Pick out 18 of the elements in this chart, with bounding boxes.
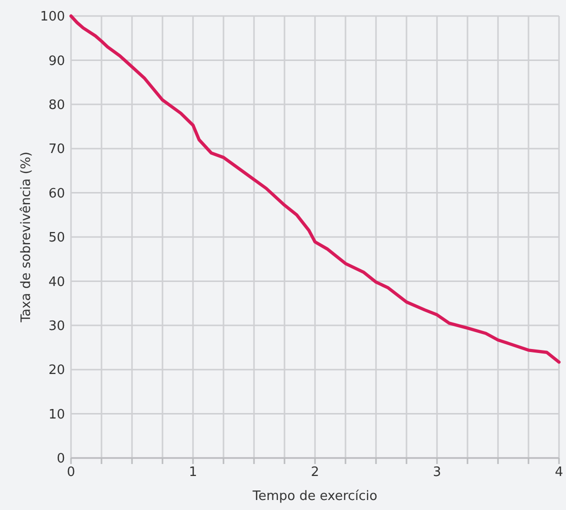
y-tick-label: 30 <box>48 318 65 334</box>
y-tick-label: 50 <box>48 230 65 246</box>
x-tick-label: 3 <box>432 465 442 480</box>
y-tick-label: 0 <box>56 452 65 467</box>
y-tick-label: 40 <box>48 274 65 290</box>
y-tick-label: 90 <box>48 54 65 69</box>
y-tick-label: 10 <box>48 407 65 422</box>
y-tick-label: 70 <box>48 142 65 158</box>
y-tick-label: 80 <box>48 98 65 113</box>
y-tick-label: 20 <box>48 363 65 378</box>
x-axis-title: Tempo de exercício <box>252 489 378 504</box>
x-tick-label: 2 <box>310 465 320 480</box>
x-tick-label: 1 <box>188 465 198 480</box>
x-tick-label: 0 <box>66 465 76 480</box>
x-tick-label: 4 <box>554 465 564 480</box>
y-tick-label: 100 <box>40 10 65 25</box>
y-tick-label: 60 <box>48 186 65 202</box>
y-axis-title: Taxa de sobrevivência (%) <box>19 152 34 324</box>
